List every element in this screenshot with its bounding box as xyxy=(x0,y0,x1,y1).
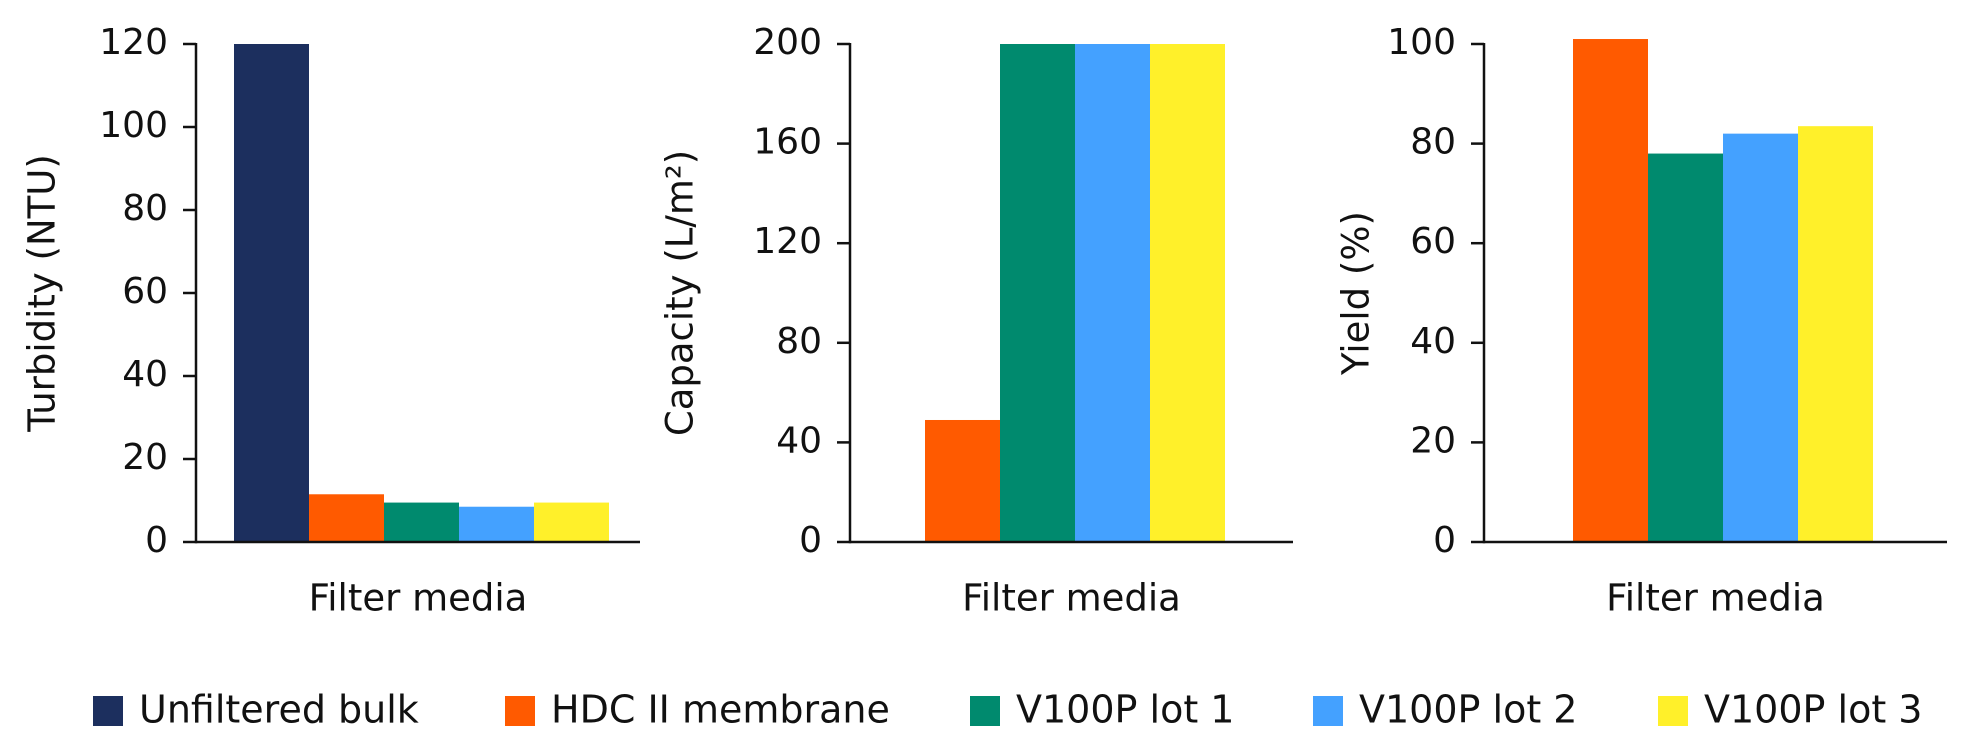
y-tick-label: 20 xyxy=(122,437,168,478)
bar xyxy=(1000,44,1075,542)
y-axis-label: Yield (%) xyxy=(1335,211,1378,376)
bar xyxy=(384,502,459,542)
y-tick-label: 100 xyxy=(1387,22,1456,63)
legend-swatch xyxy=(970,696,1000,726)
bar xyxy=(1573,39,1648,543)
legend-label: V100P lot 2 xyxy=(1359,688,1577,732)
bar xyxy=(1150,44,1225,542)
legend-label: V100P lot 1 xyxy=(1016,688,1234,732)
y-tick-label: 160 xyxy=(753,122,822,163)
bar xyxy=(534,502,609,542)
bar xyxy=(1075,44,1150,542)
y-axis-label: Turbidity (NTU) xyxy=(21,154,64,433)
y-tick-label: 80 xyxy=(122,188,168,229)
y-tick-label: 80 xyxy=(1410,122,1456,163)
legend-label: HDC II membrane xyxy=(551,688,890,732)
bar xyxy=(1648,153,1723,542)
bar xyxy=(234,44,309,542)
y-tick-label: 60 xyxy=(1410,221,1456,262)
legend-swatch xyxy=(1658,696,1688,726)
x-axis-label: Filter media xyxy=(309,577,528,620)
y-tick-label: 0 xyxy=(145,520,168,561)
legend-swatch xyxy=(1313,696,1343,726)
x-axis-label: Filter media xyxy=(962,577,1181,620)
bar xyxy=(459,506,534,542)
y-tick-label: 120 xyxy=(753,221,822,262)
y-tick-label: 20 xyxy=(1410,420,1456,461)
x-axis-label: Filter media xyxy=(1606,577,1825,620)
legend-swatch xyxy=(505,696,535,726)
bar xyxy=(309,494,384,542)
legend-label: Unfiltered bulk xyxy=(139,688,419,732)
y-tick-label: 40 xyxy=(122,354,168,395)
bar xyxy=(925,419,1000,542)
y-tick-label: 0 xyxy=(1433,520,1456,561)
y-tick-label: 100 xyxy=(99,105,168,146)
y-axis-label: Capacity (L/m²) xyxy=(659,150,702,436)
y-tick-label: 40 xyxy=(1410,321,1456,362)
y-tick-label: 0 xyxy=(799,520,822,561)
bar xyxy=(1723,133,1798,542)
y-tick-label: 120 xyxy=(99,22,168,63)
legend-label: V100P lot 3 xyxy=(1704,688,1922,732)
y-tick-label: 40 xyxy=(776,420,822,461)
y-tick-label: 60 xyxy=(122,271,168,312)
y-tick-label: 200 xyxy=(753,22,822,63)
y-tick-label: 80 xyxy=(776,321,822,362)
bar xyxy=(1798,126,1873,543)
legend-swatch xyxy=(93,696,123,726)
